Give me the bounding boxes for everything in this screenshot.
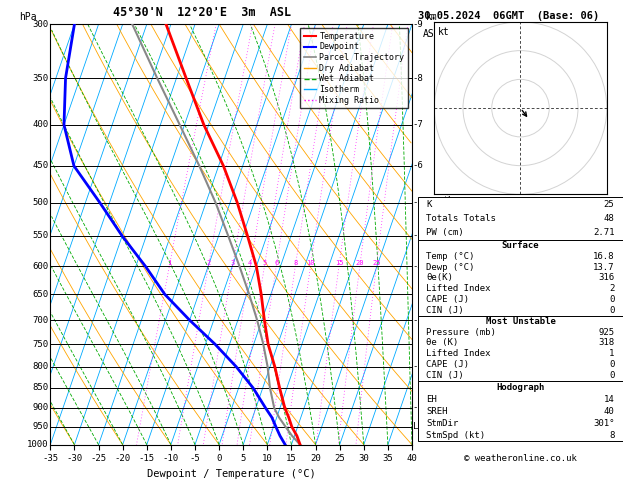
Text: Hodograph: Hodograph — [496, 383, 545, 392]
Text: Pressure (mb): Pressure (mb) — [426, 328, 496, 336]
Text: 2: 2 — [206, 260, 211, 266]
Text: 850: 850 — [32, 383, 48, 392]
Text: 1: 1 — [167, 260, 172, 266]
Text: 318: 318 — [598, 338, 615, 347]
Text: Temp (°C): Temp (°C) — [426, 252, 475, 261]
Text: -2: -2 — [413, 362, 423, 371]
Text: hPa: hPa — [19, 12, 37, 22]
Text: 900: 900 — [32, 403, 48, 413]
Text: 20: 20 — [355, 260, 364, 266]
Text: 700: 700 — [32, 315, 48, 325]
Text: 316: 316 — [598, 273, 615, 282]
Text: 13.7: 13.7 — [593, 262, 615, 272]
Text: 14: 14 — [604, 395, 615, 404]
Text: 2: 2 — [609, 284, 615, 293]
Text: 8: 8 — [293, 260, 298, 266]
Text: 40: 40 — [604, 407, 615, 416]
Text: θe (K): θe (K) — [426, 338, 459, 347]
Text: 25: 25 — [372, 260, 381, 266]
Text: 0: 0 — [609, 360, 615, 369]
Text: 5: 5 — [262, 260, 267, 266]
Text: Most Unstable: Most Unstable — [486, 316, 555, 326]
Text: 16.8: 16.8 — [593, 252, 615, 261]
Text: 750: 750 — [32, 340, 48, 349]
Text: Lifted Index: Lifted Index — [426, 349, 491, 358]
Text: -6: -6 — [413, 161, 423, 171]
Text: 45°30'N  12°20'E  3m  ASL: 45°30'N 12°20'E 3m ASL — [113, 6, 291, 19]
Text: -5: -5 — [413, 231, 423, 241]
Text: 450: 450 — [32, 161, 48, 171]
Text: SREH: SREH — [426, 407, 448, 416]
FancyBboxPatch shape — [418, 240, 623, 315]
Text: 301°: 301° — [593, 419, 615, 428]
Text: -8: -8 — [413, 73, 423, 83]
Text: 10: 10 — [306, 260, 314, 266]
Text: -4: -4 — [413, 262, 423, 271]
Text: Dewp (°C): Dewp (°C) — [426, 262, 475, 272]
Text: ASL: ASL — [423, 29, 441, 38]
Text: 30.05.2024  06GMT  (Base: 06): 30.05.2024 06GMT (Base: 06) — [418, 11, 599, 21]
Text: 48: 48 — [604, 214, 615, 223]
Text: CAPE (J): CAPE (J) — [426, 360, 469, 369]
X-axis label: Dewpoint / Temperature (°C): Dewpoint / Temperature (°C) — [147, 469, 316, 479]
Text: 925: 925 — [598, 328, 615, 336]
Text: © weatheronline.co.uk: © weatheronline.co.uk — [464, 454, 577, 463]
Text: 4: 4 — [248, 260, 252, 266]
Text: 650: 650 — [32, 290, 48, 299]
Text: -6: -6 — [413, 198, 423, 207]
FancyBboxPatch shape — [418, 382, 623, 441]
Legend: Temperature, Dewpoint, Parcel Trajectory, Dry Adiabat, Wet Adiabat, Isotherm, Mi: Temperature, Dewpoint, Parcel Trajectory… — [300, 29, 408, 108]
Text: -7: -7 — [413, 120, 423, 129]
Text: StmDir: StmDir — [426, 419, 459, 428]
Text: -9: -9 — [413, 20, 423, 29]
Text: 1000: 1000 — [27, 440, 48, 449]
Text: 8: 8 — [609, 431, 615, 440]
Text: 0: 0 — [609, 295, 615, 304]
Text: CIN (J): CIN (J) — [426, 371, 464, 380]
Text: 2.71: 2.71 — [593, 228, 615, 238]
Text: 25: 25 — [604, 200, 615, 208]
Text: CAPE (J): CAPE (J) — [426, 295, 469, 304]
Text: 1: 1 — [609, 349, 615, 358]
Text: 500: 500 — [32, 198, 48, 207]
Text: km: km — [426, 12, 438, 22]
Text: 300: 300 — [32, 20, 48, 29]
Text: 800: 800 — [32, 362, 48, 371]
Text: PW (cm): PW (cm) — [426, 228, 464, 238]
Text: 0: 0 — [609, 306, 615, 315]
Text: 6: 6 — [274, 260, 279, 266]
Text: K: K — [426, 200, 432, 208]
Text: 600: 600 — [32, 262, 48, 271]
Text: 3: 3 — [230, 260, 235, 266]
Text: -1: -1 — [413, 403, 423, 413]
Text: Totals Totals: Totals Totals — [426, 214, 496, 223]
Text: Mixing Ratio (g/kg): Mixing Ratio (g/kg) — [443, 183, 453, 286]
Text: 350: 350 — [32, 73, 48, 83]
Text: 950: 950 — [32, 422, 48, 431]
Text: kt: kt — [438, 27, 450, 37]
FancyBboxPatch shape — [418, 315, 623, 382]
FancyBboxPatch shape — [418, 197, 623, 240]
Text: 550: 550 — [32, 231, 48, 241]
Text: CIN (J): CIN (J) — [426, 306, 464, 315]
Text: -3: -3 — [413, 315, 423, 325]
Text: 15: 15 — [335, 260, 343, 266]
Text: θe(K): θe(K) — [426, 273, 454, 282]
Text: LCL: LCL — [413, 422, 429, 431]
Text: EH: EH — [426, 395, 437, 404]
Text: 400: 400 — [32, 120, 48, 129]
Text: Lifted Index: Lifted Index — [426, 284, 491, 293]
Text: 0: 0 — [609, 371, 615, 380]
Text: Surface: Surface — [502, 241, 539, 250]
Text: StmSpd (kt): StmSpd (kt) — [426, 431, 486, 440]
